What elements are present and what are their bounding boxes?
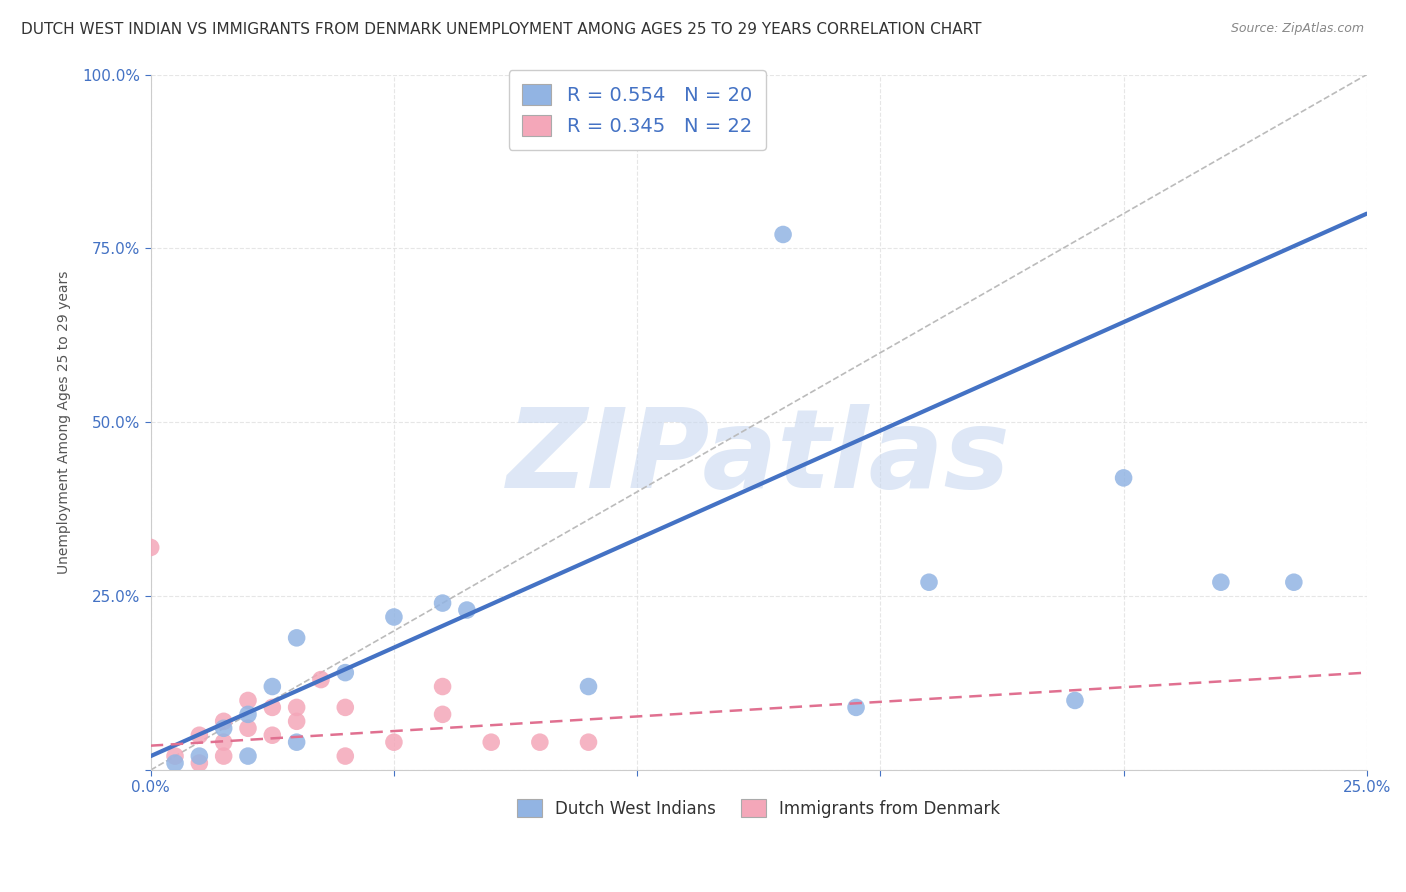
Point [236, 749, 259, 764]
Point [163, 756, 186, 770]
Point [1112, 471, 1135, 485]
Point [212, 714, 235, 729]
Point [285, 631, 308, 645]
Point [1282, 575, 1305, 590]
Point [432, 596, 454, 610]
Legend: Dutch West Indians, Immigrants from Denmark: Dutch West Indians, Immigrants from Denm… [510, 792, 1007, 824]
Point [432, 707, 454, 722]
Point [285, 735, 308, 749]
Point [335, 700, 357, 714]
Text: Source: ZipAtlas.com: Source: ZipAtlas.com [1230, 22, 1364, 36]
Point [188, 756, 211, 770]
Point [335, 749, 357, 764]
Point [212, 735, 235, 749]
Text: ZIPatlas: ZIPatlas [508, 403, 1011, 510]
Point [262, 728, 284, 742]
Point [578, 735, 600, 749]
Point [382, 610, 405, 624]
Point [236, 707, 259, 722]
Point [1064, 693, 1087, 707]
Point [845, 700, 868, 714]
Point [139, 541, 162, 555]
Point [578, 680, 600, 694]
Point [335, 665, 357, 680]
Point [479, 735, 502, 749]
Point [285, 714, 308, 729]
Point [262, 680, 284, 694]
Point [163, 749, 186, 764]
Point [456, 603, 478, 617]
Point [262, 700, 284, 714]
Point [529, 735, 551, 749]
Point [285, 700, 308, 714]
Point [772, 227, 794, 242]
Point [188, 749, 211, 764]
Y-axis label: Unemployment Among Ages 25 to 29 years: Unemployment Among Ages 25 to 29 years [58, 270, 72, 574]
Point [918, 575, 941, 590]
Point [1209, 575, 1232, 590]
Point [236, 721, 259, 735]
Point [212, 749, 235, 764]
Point [236, 693, 259, 707]
Text: DUTCH WEST INDIAN VS IMMIGRANTS FROM DENMARK UNEMPLOYMENT AMONG AGES 25 TO 29 YE: DUTCH WEST INDIAN VS IMMIGRANTS FROM DEN… [21, 22, 981, 37]
Point [188, 728, 211, 742]
Point [309, 673, 332, 687]
Point [382, 735, 405, 749]
Point [432, 680, 454, 694]
Point [212, 721, 235, 735]
